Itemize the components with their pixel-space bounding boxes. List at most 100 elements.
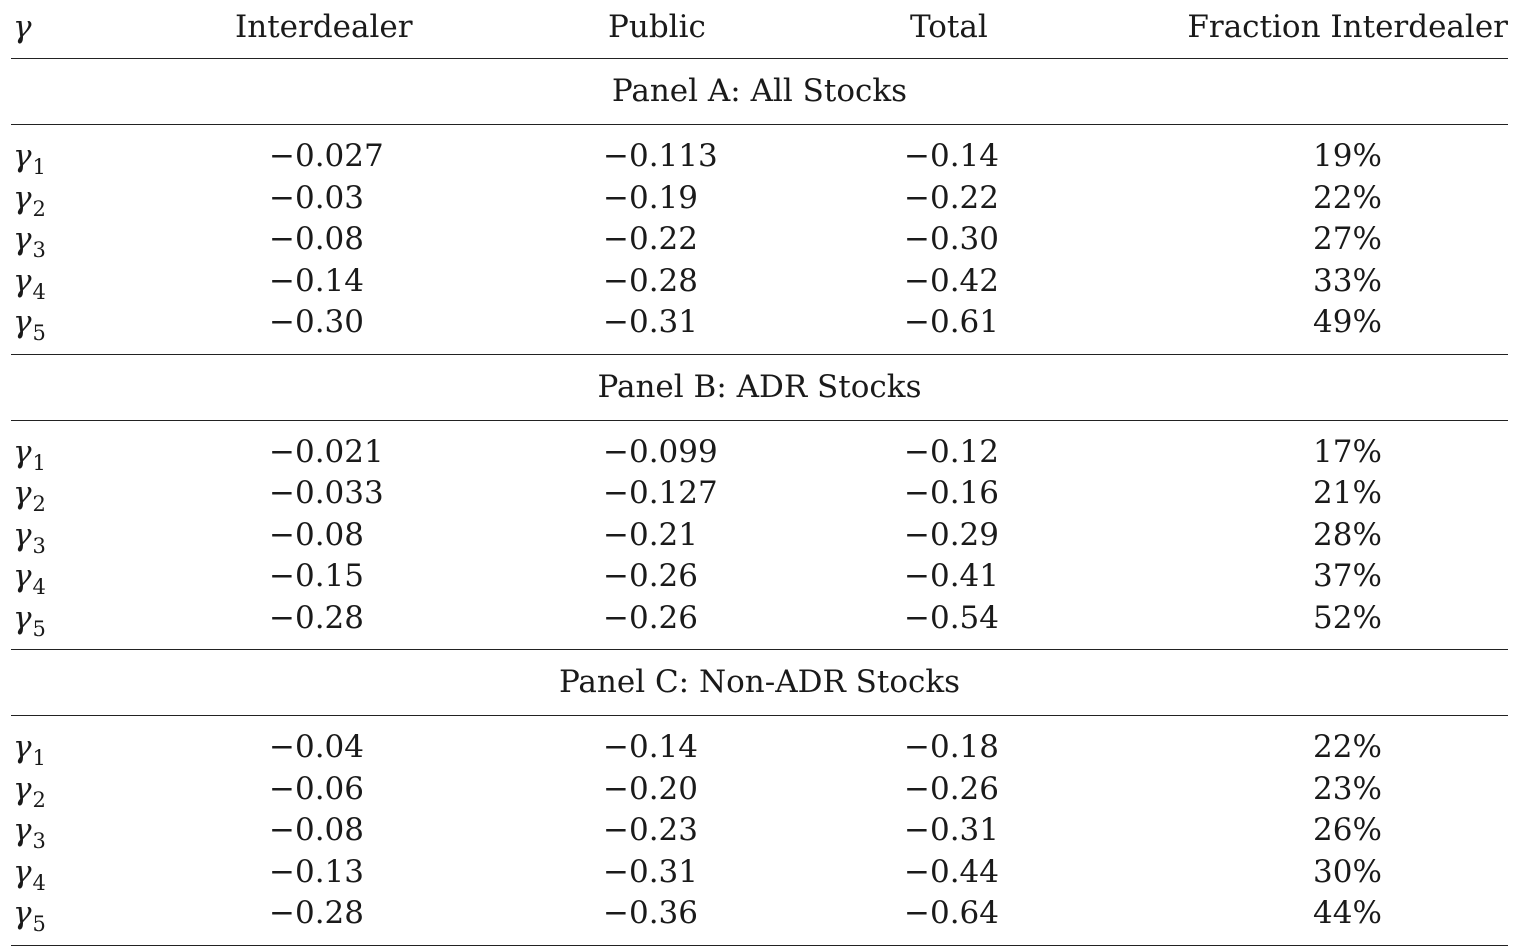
cell-gamma: γ4 [13, 263, 46, 310]
cell-interdealer: −0.027 [269, 138, 384, 174]
cell-fraction-interdealer: 26% [1313, 812, 1382, 848]
header-fraction-interdealer: Fraction Interdealer [1187, 9, 1508, 45]
cell-fraction-interdealer: 44% [1313, 895, 1382, 931]
gamma-symbol: γ [13, 138, 32, 174]
header-gamma: γ [13, 9, 32, 45]
cell-interdealer: −0.08 [269, 516, 364, 553]
cell-interdealer: −0.15 [269, 558, 364, 594]
gamma-symbol: γ [13, 221, 32, 257]
header-total: Total [910, 9, 988, 45]
gamma-symbol: γ [13, 304, 32, 340]
gamma-subscript: 2 [32, 492, 46, 516]
gamma-symbol: γ [13, 729, 32, 765]
cell-gamma: γ3 [13, 517, 46, 564]
cell-fraction-interdealer: 30% [1313, 853, 1382, 890]
gamma-symbol: γ [13, 812, 32, 848]
gamma-symbol: γ [13, 770, 32, 807]
panel-body: γ1 −0.027 −0.113 −0.14 19% γ2 −0.03 −0.19 −0.22 2… [11, 125, 1508, 355]
cell-total: −0.30 [904, 221, 999, 257]
table-row: γ3 −0.08 −0.21 −0.29 28% [11, 517, 1508, 559]
cell-gamma: γ2 [13, 771, 46, 818]
gamma-symbol: γ [13, 599, 32, 636]
gamma-subscript: 4 [32, 575, 46, 599]
cell-gamma: γ4 [13, 854, 46, 901]
cell-total: −0.12 [904, 433, 999, 470]
cell-total: −0.29 [904, 516, 999, 553]
table-row: γ2 −0.03 −0.19 −0.22 22% [11, 180, 1508, 222]
gamma-subscript: 1 [32, 746, 46, 770]
gamma-symbol: γ [13, 475, 32, 511]
table-row: γ1 −0.027 −0.113 −0.14 19% [11, 138, 1508, 180]
table-row: γ3 −0.08 −0.23 −0.31 26% [11, 812, 1508, 854]
cell-public: −0.31 [603, 304, 698, 340]
cell-public: −0.127 [603, 475, 718, 511]
cell-fraction-interdealer: 22% [1313, 729, 1382, 765]
cell-total: −0.18 [904, 729, 999, 765]
header-interdealer: Interdealer [235, 9, 413, 45]
cell-interdealer: −0.28 [269, 599, 364, 636]
panel-title: Panel B: ADR Stocks [11, 355, 1508, 421]
gamma-subscript: 5 [32, 321, 46, 345]
gamma-subscript: 3 [32, 238, 46, 262]
cell-interdealer: −0.06 [269, 770, 364, 807]
cell-total: −0.44 [904, 853, 999, 890]
cell-public: −0.113 [603, 138, 718, 174]
cell-public: −0.099 [603, 433, 718, 470]
cell-total: −0.14 [904, 138, 999, 174]
cell-public: −0.14 [603, 729, 698, 765]
cell-public: −0.31 [603, 853, 698, 890]
cell-gamma: γ5 [13, 304, 46, 351]
cell-gamma: γ1 [13, 434, 46, 481]
cell-total: −0.41 [904, 558, 999, 594]
table-row: γ5 −0.30 −0.31 −0.61 49% [11, 304, 1508, 346]
header-public: Public [608, 9, 706, 45]
cell-gamma: γ5 [13, 895, 46, 942]
cell-interdealer: −0.30 [269, 304, 364, 340]
gamma-subscript: 1 [32, 450, 46, 475]
gamma-subscript: 3 [32, 533, 46, 558]
table-row: γ3 −0.08 −0.22 −0.30 27% [11, 221, 1508, 263]
table-header: γ Interdealer Public Total Fraction Inte… [11, 0, 1508, 59]
cell-fraction-interdealer: 21% [1313, 475, 1382, 511]
cell-total: −0.26 [904, 770, 999, 807]
cell-total: −0.61 [904, 304, 999, 340]
cell-fraction-interdealer: 28% [1313, 516, 1382, 553]
gamma-symbol: γ [13, 262, 32, 299]
table-row: γ2 −0.06 −0.20 −0.26 23% [11, 771, 1508, 813]
cell-gamma: γ2 [13, 180, 46, 227]
cell-total: −0.22 [904, 179, 999, 216]
cell-public: −0.26 [603, 558, 698, 594]
cell-total: −0.54 [904, 599, 999, 636]
cell-gamma: γ1 [13, 138, 46, 185]
cell-fraction-interdealer: 49% [1313, 304, 1382, 340]
table-row: γ2 −0.033 −0.127 −0.16 21% [11, 475, 1508, 517]
cell-gamma: γ5 [13, 600, 46, 647]
table-row: γ4 −0.13 −0.31 −0.44 30% [11, 854, 1508, 896]
gamma-subscript: 4 [32, 279, 46, 304]
cell-fraction-interdealer: 37% [1313, 558, 1382, 594]
table-row: γ5 −0.28 −0.36 −0.64 44% [11, 895, 1508, 937]
cell-public: −0.26 [603, 599, 698, 636]
cell-public: −0.20 [603, 770, 698, 807]
gamma-symbol: γ [13, 516, 32, 553]
cell-interdealer: −0.033 [269, 475, 384, 511]
cell-interdealer: −0.08 [269, 812, 364, 848]
cell-gamma: γ3 [13, 221, 46, 268]
gamma-subscript: 1 [32, 155, 46, 179]
cell-interdealer: −0.14 [269, 262, 364, 299]
cell-total: −0.64 [904, 895, 999, 931]
cell-fraction-interdealer: 27% [1313, 221, 1382, 257]
cell-gamma: γ3 [13, 812, 46, 859]
gamma-symbol: γ [13, 895, 32, 931]
cell-public: −0.36 [603, 895, 698, 931]
panel-body: γ1 −0.021 −0.099 −0.12 17% γ2 −0.033 −0.127 −0.1… [11, 421, 1508, 650]
table-row: γ5 −0.28 −0.26 −0.54 52% [11, 600, 1508, 642]
gamma-subscript: 5 [32, 616, 46, 641]
gamma-subscript: 5 [32, 912, 46, 936]
cell-public: −0.19 [603, 179, 698, 216]
cell-total: −0.16 [904, 475, 999, 511]
cell-gamma: γ4 [13, 558, 46, 605]
cell-fraction-interdealer: 33% [1313, 262, 1382, 299]
panel-title: Panel C: Non-ADR Stocks [11, 650, 1508, 716]
gamma-subscript: 3 [32, 829, 46, 853]
